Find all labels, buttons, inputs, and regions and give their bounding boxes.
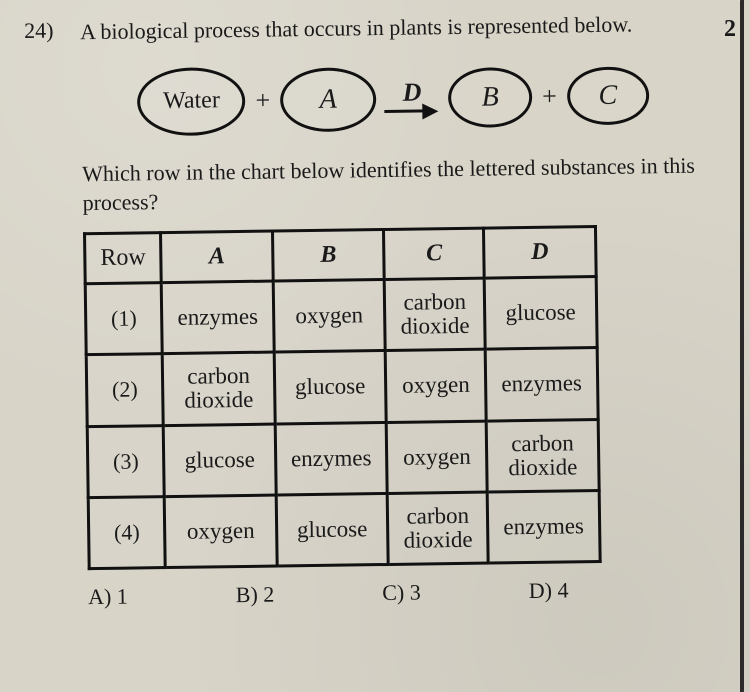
cell: glucose [484, 277, 596, 350]
node-water: Water [137, 67, 246, 137]
cell: oxygen [386, 421, 487, 494]
node-c: C [566, 66, 649, 125]
choice-d[interactable]: D) 4 [529, 578, 569, 605]
cell: enzymes [275, 422, 387, 495]
cell: enzymes [487, 490, 599, 563]
node-b: B [448, 67, 533, 128]
table-row: (1) enzymes oxygen carbondioxide glucose [85, 277, 597, 355]
question-sub: Which row in the chart below identifies … [82, 150, 723, 218]
cell: oxygen [385, 349, 486, 422]
arrow: D [384, 77, 441, 120]
col-a: A [161, 231, 273, 283]
cell: oxygen [273, 280, 385, 353]
plus-1: + [255, 85, 270, 115]
cell: carbondioxide [163, 352, 275, 425]
cell: enzymes [162, 281, 274, 354]
process-diagram: Water + A D B + C [65, 60, 722, 137]
node-a: A [280, 67, 377, 132]
plus-2: + [542, 81, 557, 111]
cell: enzymes [485, 348, 597, 421]
substances-table: Row A B C D (1) enzymes oxygen carbondio… [83, 225, 601, 570]
table-row: (4) oxygen glucose carbondioxide enzymes [88, 490, 600, 568]
question-number: 24) [24, 17, 64, 44]
row-label: (1) [85, 283, 162, 355]
table-header-row: Row A B C D [85, 227, 596, 284]
table-row: (3) glucose enzymes oxygen carbondioxide [87, 419, 599, 497]
page-fragment-number: 2 [724, 16, 736, 43]
cell: oxygen [165, 495, 277, 568]
cell: glucose [274, 351, 386, 424]
cell: glucose [276, 493, 388, 566]
choice-a[interactable]: A) 1 [88, 584, 128, 611]
table-row: (2) carbondioxide glucose oxygen enzymes [86, 348, 598, 426]
cell: carbondioxide [486, 419, 598, 492]
cell: carbondioxide [384, 278, 485, 351]
col-row: Row [85, 233, 162, 284]
page-edge [740, 0, 744, 692]
cell: carbondioxide [387, 492, 488, 565]
arrow-icon [384, 101, 440, 120]
answer-choices: A) 1 B) 2 C) 3 D) 4 [88, 575, 728, 610]
col-c: C [384, 228, 485, 279]
row-label: (2) [86, 354, 163, 426]
cell: glucose [164, 424, 276, 497]
question-stem: A biological process that occurs in plan… [80, 8, 720, 47]
row-label: (3) [87, 425, 164, 497]
choice-c[interactable]: C) 3 [382, 580, 421, 607]
col-d: D [484, 227, 596, 279]
col-b: B [272, 230, 384, 282]
question-stem-row: 24) A biological process that occurs in … [24, 8, 720, 47]
choice-b[interactable]: B) 2 [236, 582, 275, 609]
row-label: (4) [88, 496, 165, 568]
